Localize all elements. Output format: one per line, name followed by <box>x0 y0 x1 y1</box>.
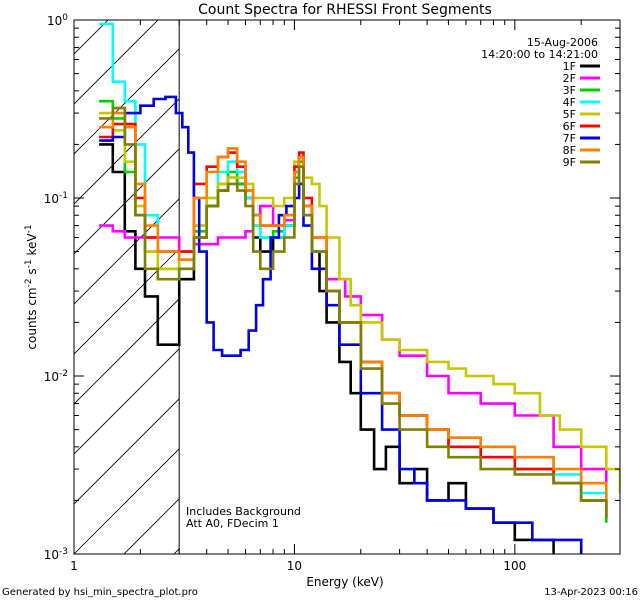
legend-label: 4F <box>563 96 576 109</box>
x-tick-label: 100 <box>503 559 526 573</box>
plot-frame <box>73 19 621 555</box>
hatch-line <box>74 148 180 255</box>
legend-label: 3F <box>563 84 576 97</box>
hatch-line <box>74 348 180 455</box>
axis-ticks: 1 10 100 10-3 10-2 10-1 100 <box>44 13 621 573</box>
footer-timestamp: 13-Apr-2023 00:16 <box>544 587 638 598</box>
legend-label: 6F <box>563 120 576 133</box>
series-line-6f <box>99 122 608 518</box>
footer-generated-by: Generated by hsi_min_spectra_plot.pro <box>2 587 198 598</box>
y-tick-label: 10-1 <box>44 191 68 206</box>
hatch-line <box>74 248 180 355</box>
series-line-7f <box>99 95 583 554</box>
hatch-line <box>74 20 159 105</box>
hatch-line <box>74 98 180 205</box>
annotation-attenuator: Att A0, FDecim 1 <box>186 517 279 530</box>
x-tick-label: 10 <box>287 559 302 573</box>
legend-label: 2F <box>563 72 576 85</box>
hatch-line <box>74 48 180 155</box>
hatch-line <box>74 448 180 554</box>
x-axis-label: Energy (keV) <box>306 575 383 589</box>
legend-label: 5F <box>563 108 576 121</box>
time-range-label: 14:20:00 to 14:21:00 <box>481 48 598 61</box>
legend-label: 7F <box>563 132 576 145</box>
hatch-line <box>0 0 124 554</box>
series-line-2f <box>99 165 608 484</box>
date-label: 15-Aug-2006 <box>527 36 598 49</box>
y-tick-label: 10-3 <box>44 547 68 562</box>
x-tick-label: 1 <box>70 559 78 573</box>
attenuator-hatch-region <box>0 0 180 554</box>
annotation-background: Includes Background <box>186 505 301 518</box>
y-tick-label: 100 <box>47 13 68 28</box>
hatch-line <box>74 198 180 305</box>
series-line-3f <box>99 99 608 523</box>
hatch-line <box>74 298 180 405</box>
series-line-9f <box>99 106 608 518</box>
y-axis-label: counts cm-2 s-1 keV-1 <box>24 224 39 349</box>
legend-label: 8F <box>563 144 576 157</box>
y-tick-label: 10-2 <box>44 369 68 384</box>
chart-title: Count Spectra for RHESSI Front Segments <box>198 2 492 18</box>
hatch-line <box>74 398 180 505</box>
legend-label: 1F <box>563 60 576 73</box>
legend-label: 9F <box>563 156 576 169</box>
series-line-8f <box>99 111 608 501</box>
